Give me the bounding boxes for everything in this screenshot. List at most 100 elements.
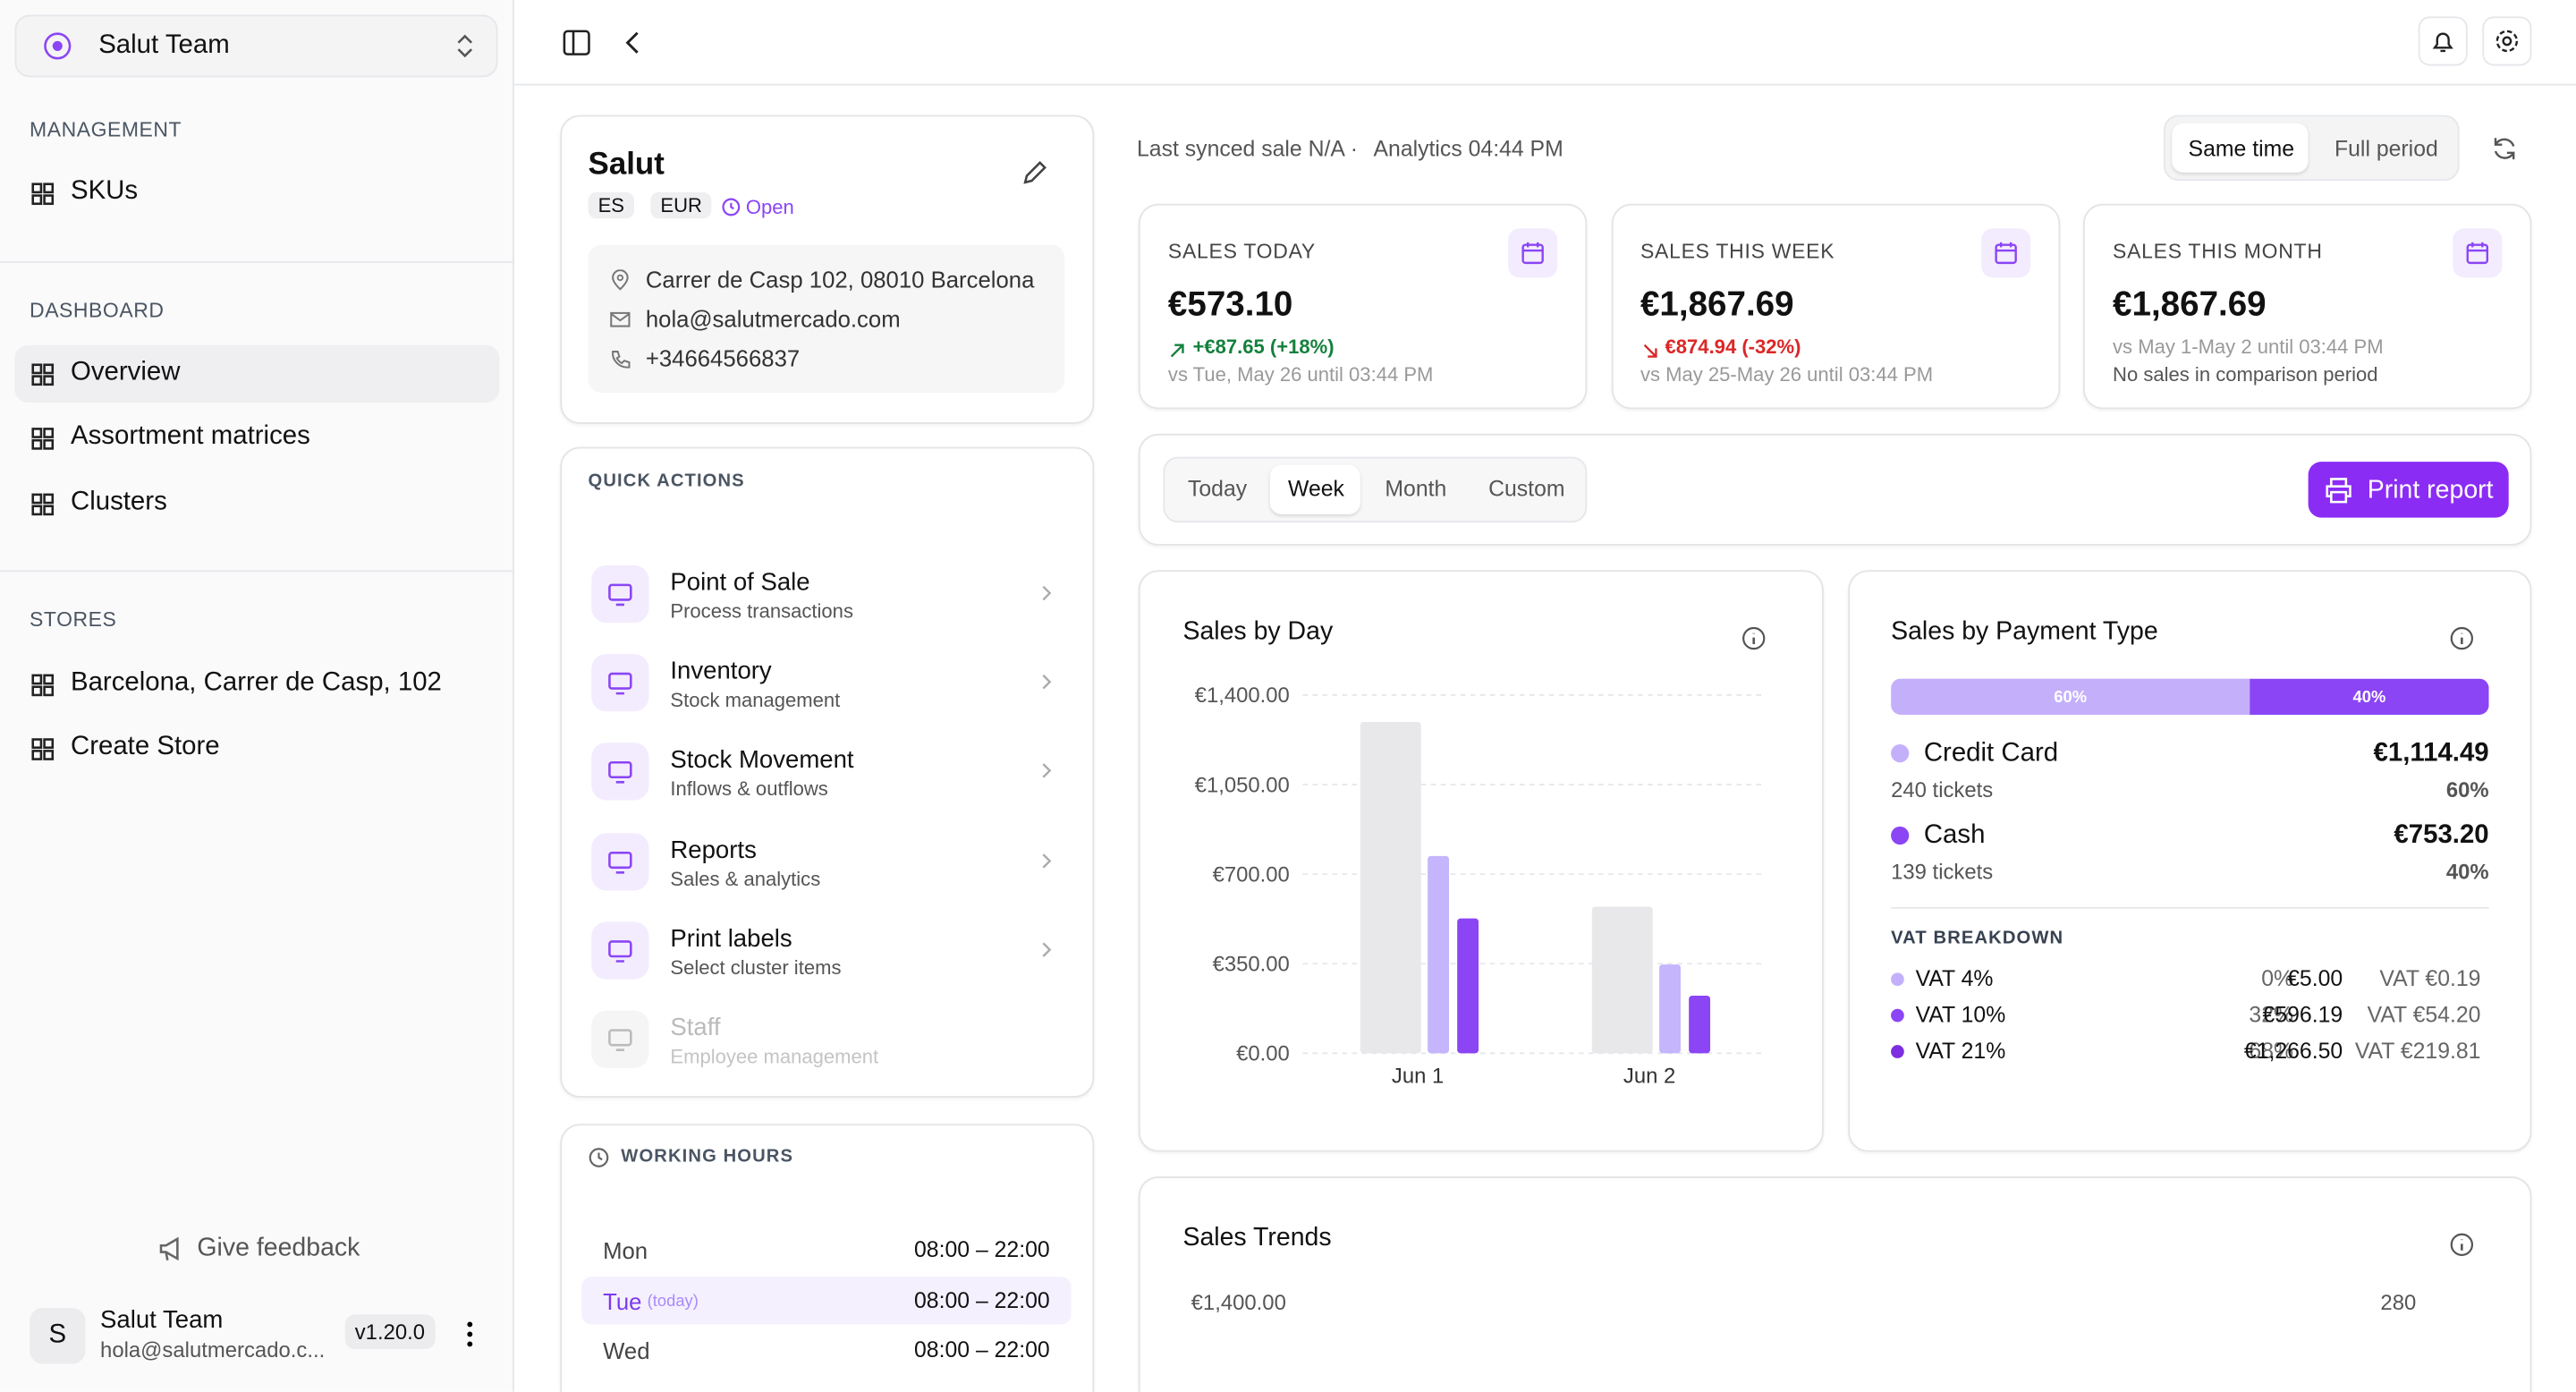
period-tab[interactable]: Today	[1187, 476, 1248, 502]
nav-item[interactable]: Barcelona, Carrer de Casp, 102	[70, 668, 442, 697]
bell-icon	[2432, 32, 2453, 53]
nav-icon	[30, 491, 55, 526]
sales-by-day-card	[1138, 570, 1824, 1152]
nav-item[interactable]: Assortment matrices	[70, 422, 310, 451]
period-tab[interactable]: Week	[1288, 476, 1344, 502]
more[interactable]	[460, 1320, 479, 1349]
toggle-option[interactable]: Full period	[2334, 136, 2438, 162]
toggle-sidebar[interactable]	[562, 28, 591, 57]
action-subtitle: Stock management	[670, 688, 841, 712]
print-button[interactable]	[2308, 462, 2509, 518]
kpi-value: €1,867.69	[2113, 285, 2267, 324]
nav-item[interactable]: Create Store	[70, 733, 220, 761]
day: Wed	[603, 1337, 650, 1364]
period-tab[interactable]: Custom	[1488, 476, 1565, 502]
settings-button[interactable]	[2482, 16, 2532, 66]
payment-card	[1848, 570, 2532, 1152]
pin-icon	[612, 269, 629, 291]
method-dot	[1891, 826, 1910, 845]
chevron	[1038, 670, 1055, 700]
divider	[0, 570, 514, 573]
team-switcher[interactable]	[14, 14, 498, 78]
method-dot	[1891, 744, 1910, 763]
action-title[interactable]: Inventory	[670, 657, 772, 685]
kpi-icon-box	[1980, 228, 2030, 278]
working-hours-title: WORKING HOURS	[621, 1147, 794, 1167]
divider	[0, 261, 514, 263]
topbar-border	[513, 83, 2576, 86]
method-name: Cash	[1923, 821, 1986, 850]
store-name: Salut	[588, 148, 665, 182]
nav-item[interactable]: Clusters	[70, 488, 167, 516]
toggle-option[interactable]: Same time	[2188, 136, 2295, 162]
nav-icon	[30, 672, 55, 707]
bar	[1689, 995, 1711, 1054]
share-label: 40%	[2353, 687, 2386, 706]
day: Mon	[603, 1237, 648, 1264]
period-tabs	[1163, 456, 1588, 523]
action-title[interactable]: Point of Sale	[670, 568, 810, 597]
action-title[interactable]: Reports	[670, 836, 757, 865]
kpi-comparison: vs May 1-May 2 until 03:44 PM	[2113, 335, 2384, 359]
action-title: Staff	[670, 1014, 721, 1042]
info[interactable]	[1741, 626, 1767, 651]
vat-dot	[1891, 1045, 1904, 1058]
info[interactable]	[2450, 626, 2475, 651]
method-tickets: 139 tickets	[1891, 859, 1994, 885]
vat-label: VAT 21%	[1915, 1038, 2006, 1064]
feedback-icon	[159, 1236, 179, 1261]
action-title[interactable]: Stock Movement	[670, 745, 854, 775]
chevron	[1038, 850, 1055, 879]
action-title[interactable]: Print labels	[670, 925, 792, 954]
quick-actions-card	[560, 446, 1095, 1098]
back[interactable]	[621, 28, 644, 57]
chevron	[1038, 760, 1055, 789]
action-icon	[606, 937, 634, 972]
phone-icon	[612, 351, 631, 369]
bell-button[interactable]	[2418, 16, 2468, 66]
kpi-card	[1610, 203, 2060, 410]
analytics-time: Analytics 04:44 PM	[1373, 136, 1563, 162]
action-icon-box	[591, 921, 649, 980]
bar	[1428, 855, 1450, 1054]
share-label: 60%	[2054, 687, 2087, 706]
payment-title: Sales by Payment Type	[1891, 617, 2158, 646]
nav-item[interactable]: SKUs	[70, 177, 139, 206]
working-hours-card	[560, 1124, 1095, 1392]
action-icon	[606, 669, 634, 705]
x-tick-label: Jun 2	[1623, 1064, 1675, 1088]
edit[interactable]	[1021, 157, 1050, 187]
printer-icon	[2326, 478, 2351, 504]
trends-title: Sales Trends	[1182, 1224, 1332, 1252]
nav-icon	[30, 426, 55, 461]
method-name: Credit Card	[1923, 739, 2059, 768]
kpi-change: +€87.65 (+18%)	[1192, 335, 1335, 359]
vat-tax: VAT €0.19	[2379, 966, 2481, 991]
sync-sep: ·	[1350, 136, 1359, 162]
method-amount: €753.20	[2394, 821, 2489, 850]
action-icon	[606, 758, 634, 794]
period-tab[interactable]: Month	[1385, 476, 1447, 502]
nav-icon	[30, 736, 55, 771]
refresh[interactable]	[2490, 135, 2518, 163]
mail-icon	[610, 311, 631, 327]
vat-amount: €5.00	[2287, 966, 2343, 991]
toggle-active	[2172, 123, 2309, 173]
print-label: Print report	[2367, 476, 2494, 505]
status-icon	[722, 198, 741, 216]
feedback[interactable]: Give feedback	[197, 1234, 360, 1262]
nav-item[interactable]: Overview	[70, 358, 181, 386]
user-email: hola@salutmercado.c...	[100, 1337, 326, 1362]
action-subtitle: Inflows & outflows	[670, 777, 828, 801]
chevron	[1038, 581, 1055, 611]
kpi-label: SALES THIS MONTH	[2113, 240, 2323, 263]
clock-icon	[589, 1148, 609, 1167]
today-highlight	[581, 1277, 1072, 1325]
info[interactable]	[2450, 1233, 2475, 1258]
kpi-icon-box	[1508, 228, 1558, 278]
hours: 08:00 – 22:00	[913, 1237, 1050, 1262]
hours: 08:00 – 22:00	[913, 1287, 1050, 1312]
status: Open	[745, 195, 794, 219]
calendar-icon	[1992, 240, 2018, 275]
section-title: STORES	[30, 607, 117, 632]
